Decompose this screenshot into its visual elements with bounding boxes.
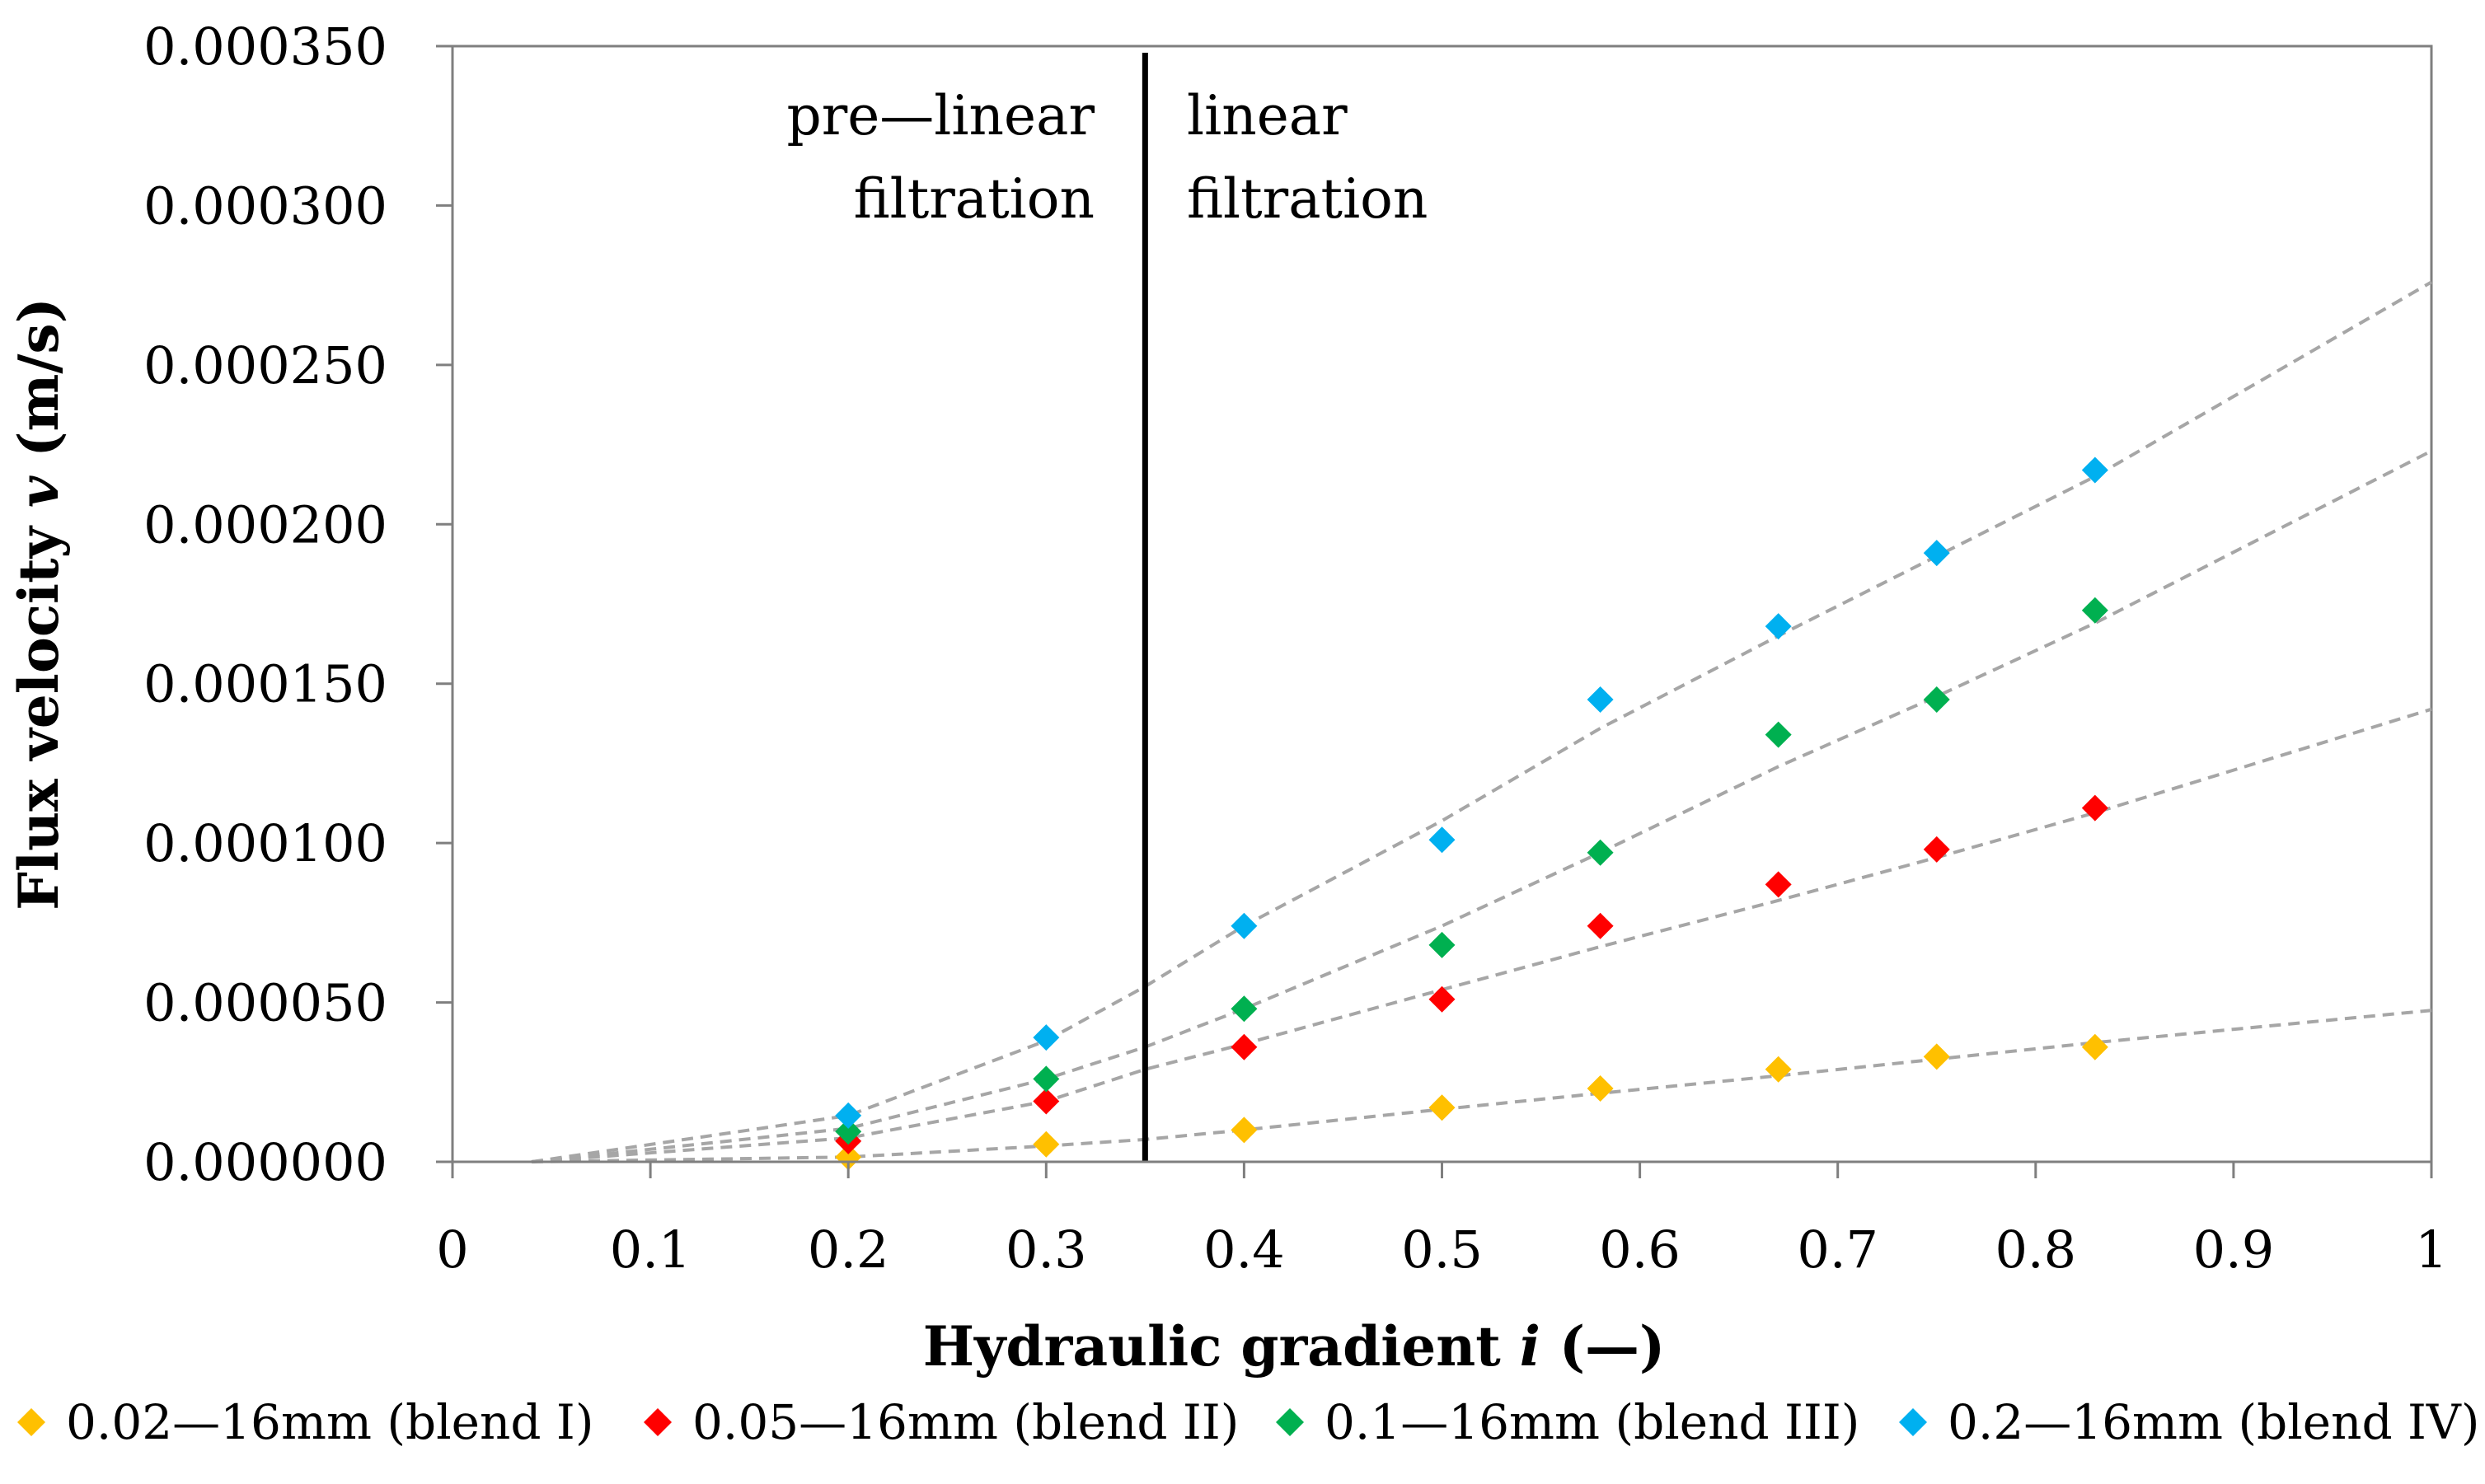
trendline-4 bbox=[531, 280, 2433, 1163]
annotation-linear-line2: filtration bbox=[1187, 167, 1428, 231]
x-axis-title: Hydraulic gradient i (—) bbox=[923, 1314, 1666, 1379]
data-point-series-3 bbox=[1428, 931, 1456, 958]
legend-label-2: 0.05—16mm (blend II) bbox=[692, 1394, 1239, 1450]
x-tick-label: 0.2 bbox=[808, 1220, 889, 1280]
x-tick-label: 0.3 bbox=[1006, 1220, 1087, 1280]
annotation-pre-linear-line1: pre—linear bbox=[786, 84, 1095, 147]
trendline-2 bbox=[531, 707, 2432, 1163]
y-tick-label: 0.000300 bbox=[143, 176, 387, 236]
data-point-series-1 bbox=[835, 1144, 862, 1171]
x-tick-label: 1 bbox=[2415, 1220, 2447, 1280]
x-tick-label: 0.8 bbox=[1995, 1220, 2076, 1280]
y-tick-label: 0.000350 bbox=[143, 16, 387, 77]
annotation-linear-line1: linear bbox=[1187, 84, 1348, 147]
x-tick-label: 0.9 bbox=[2193, 1220, 2275, 1280]
data-point-series-1 bbox=[1923, 1043, 1950, 1070]
trendline-3 bbox=[531, 449, 2432, 1163]
legend-marker-2 bbox=[644, 1408, 672, 1436]
data-point-series-4 bbox=[1033, 1024, 1060, 1051]
y-tick-label: 0.000250 bbox=[143, 335, 387, 396]
data-point-series-1 bbox=[1587, 1075, 1614, 1102]
data-point-series-4 bbox=[1587, 686, 1614, 714]
data-point-series-2 bbox=[1428, 985, 1456, 1013]
data-point-series-3 bbox=[2081, 597, 2108, 624]
y-tick-label: 0.000050 bbox=[143, 973, 387, 1033]
data-point-series-3 bbox=[1587, 839, 1614, 866]
y-tick-label: 0.000200 bbox=[143, 494, 387, 555]
y-tick-label: 0.000150 bbox=[143, 654, 387, 714]
data-point-series-3 bbox=[1923, 686, 1950, 714]
data-point-series-1 bbox=[2081, 1033, 2108, 1060]
data-point-series-4 bbox=[1428, 826, 1456, 854]
data-point-series-1 bbox=[1231, 1117, 1258, 1144]
data-point-series-3 bbox=[835, 1118, 862, 1145]
y-tick-label: 0.000000 bbox=[143, 1132, 387, 1192]
legend-label-4: 0.2—16mm (blend IV) bbox=[1948, 1394, 2479, 1450]
data-point-series-2 bbox=[1765, 871, 1792, 898]
data-point-series-2 bbox=[1033, 1088, 1060, 1115]
annotation-pre-linear-line2: filtration bbox=[854, 167, 1095, 231]
legend-label-3: 0.1—16mm (blend III) bbox=[1325, 1394, 1859, 1450]
data-point-series-1 bbox=[1765, 1056, 1792, 1083]
data-point-series-4 bbox=[2081, 456, 2108, 484]
x-tick-label: 0.4 bbox=[1203, 1220, 1285, 1280]
x-tick-label: 0.1 bbox=[610, 1220, 692, 1280]
data-point-series-4 bbox=[1231, 912, 1258, 939]
data-point-series-2 bbox=[2081, 794, 2108, 822]
x-tick-label: 0.7 bbox=[1797, 1220, 1878, 1280]
data-point-series-1 bbox=[1033, 1131, 1060, 1158]
data-point-series-3 bbox=[1033, 1065, 1060, 1093]
x-tick-label: 0.6 bbox=[1599, 1220, 1681, 1280]
legend-marker-3 bbox=[1276, 1408, 1304, 1436]
y-tick-label: 0.000100 bbox=[143, 813, 387, 873]
legend-marker-4 bbox=[1899, 1408, 1927, 1436]
data-point-series-3 bbox=[1231, 995, 1258, 1023]
x-tick-label: 0 bbox=[436, 1220, 468, 1280]
legend-marker-1 bbox=[17, 1408, 45, 1436]
data-point-series-4 bbox=[1765, 613, 1792, 640]
y-axis-title: Flux velocity v (m/s) bbox=[7, 297, 71, 911]
legend: 0.02—16mm (blend I) 0.05—16mm (blend II) 0… bbox=[17, 1394, 2479, 1450]
data-point-series-1 bbox=[1428, 1094, 1456, 1121]
data-point-series-3 bbox=[1765, 721, 1792, 748]
data-point-series-2 bbox=[1231, 1033, 1258, 1060]
data-point-series-2 bbox=[1923, 836, 1950, 863]
data-point-series-4 bbox=[1923, 540, 1950, 567]
data-point-series-2 bbox=[1587, 912, 1614, 939]
legend-label-1: 0.02—16mm (blend I) bbox=[66, 1394, 593, 1450]
x-tick-label: 0.5 bbox=[1401, 1220, 1483, 1280]
data-point-series-4 bbox=[835, 1102, 862, 1129]
